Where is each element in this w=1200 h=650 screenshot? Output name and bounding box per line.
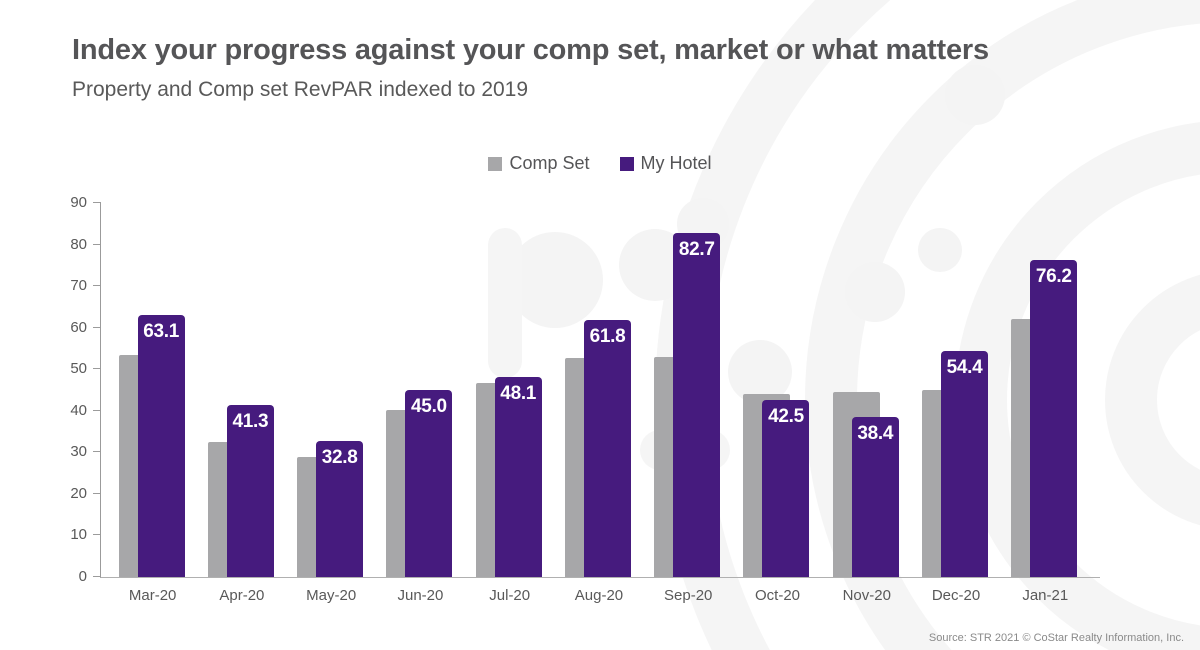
my-hotel-bar: 32.8 xyxy=(316,440,364,577)
y-axis-tick: 10 xyxy=(70,526,101,543)
y-axis-tick: 40 xyxy=(70,402,101,419)
y-axis-label: 50 xyxy=(70,360,87,378)
my-hotel-bar: 61.8 xyxy=(583,320,631,577)
x-axis-label: Nov-20 xyxy=(842,587,891,604)
bar-value-label: 45.0 xyxy=(411,396,447,417)
x-axis-label: Oct-20 xyxy=(754,587,800,604)
legend-label: Comp Set xyxy=(509,153,590,173)
my-hotel-bar: 76.2 xyxy=(1030,260,1078,577)
my-hotel-bar: 48.1 xyxy=(494,377,542,577)
bar-group: 38.4 xyxy=(822,203,911,577)
x-axis-label: Jan-21 xyxy=(1022,587,1069,604)
chart-legend: Comp Set My Hotel xyxy=(100,153,1100,174)
bar-value-label: 48.1 xyxy=(500,383,537,405)
bar-group: 76.2 xyxy=(1001,203,1090,577)
page-subtitle: Property and Comp set RevPAR indexed to … xyxy=(72,78,529,101)
x-axis-label: Jul-20 xyxy=(489,587,531,604)
legend-swatch-icon xyxy=(619,156,634,171)
x-axis-label: Jun-20 xyxy=(397,587,444,604)
source-note: Source: STR 2021 © CoStar Realty Informa… xyxy=(928,632,1184,644)
y-axis-tick: 30 xyxy=(70,443,101,460)
y-axis-label: 20 xyxy=(70,484,87,502)
x-axis-label: Dec-20 xyxy=(931,587,981,604)
my-hotel-bar: 38.4 xyxy=(851,417,899,577)
y-axis-tick: 60 xyxy=(70,319,101,336)
bar-group: 82.7 xyxy=(644,203,733,577)
bar-value-label: 63.1 xyxy=(143,320,180,342)
bar-value-label: 82.7 xyxy=(678,239,715,261)
y-axis-tick: 90 xyxy=(70,194,101,211)
bar-group: 54.4 xyxy=(911,203,1000,577)
my-hotel-bar: 63.1 xyxy=(137,314,185,577)
my-hotel-bar: 41.3 xyxy=(226,405,274,577)
x-axis-label: May-20 xyxy=(306,587,357,604)
my-hotel-bar: 82.7 xyxy=(673,233,721,577)
bar-value-label: 32.8 xyxy=(321,446,358,468)
x-axis-label: Aug-20 xyxy=(574,587,624,604)
bar-value-label: 54.4 xyxy=(946,356,983,378)
my-hotel-bar: 54.4 xyxy=(941,350,989,577)
bar-group: 48.1 xyxy=(465,203,554,577)
bar-value-label: 38.4 xyxy=(857,423,894,445)
bar-group: 41.3 xyxy=(197,203,286,577)
page-title: Index your progress against your comp se… xyxy=(72,34,989,66)
y-axis-tick: 20 xyxy=(70,485,101,502)
x-axis-label: Apr-20 xyxy=(219,587,265,604)
my-hotel-bar: 45.0 xyxy=(405,390,453,577)
y-axis-tick: 80 xyxy=(70,236,101,253)
legend-swatch-icon xyxy=(488,156,503,171)
y-axis-label: 30 xyxy=(70,443,87,461)
bar-group: 42.5 xyxy=(733,203,822,577)
x-axis-label: Mar-20 xyxy=(128,587,177,604)
bar-group: 63.1 xyxy=(108,203,197,577)
y-axis-label: 90 xyxy=(70,194,87,211)
bar-group: 45.0 xyxy=(376,203,465,577)
bar-value-label: 61.8 xyxy=(589,326,626,348)
y-axis-tick: 0 xyxy=(79,568,101,585)
legend-item: Comp Set xyxy=(488,153,590,174)
x-axis-label: Sep-20 xyxy=(664,587,713,604)
plot-area: 63.1 41.3 32.8 45.0 48.1 61.8 82.7 42.5 38.4 54.4… xyxy=(70,194,1100,604)
my-hotel-bar: 42.5 xyxy=(762,400,810,577)
bar-value-label: 42.5 xyxy=(768,406,804,428)
legend-item: My Hotel xyxy=(619,153,712,174)
bars-row: 63.1 41.3 32.8 45.0 48.1 61.8 82.7 42.5 38.4 54.4… xyxy=(108,203,1090,577)
y-axis-label: 10 xyxy=(70,526,87,544)
bar-value-label: 76.2 xyxy=(1035,266,1072,288)
x-axis-labels: Mar-20 Apr-20 May-20 Jun-20 Jul-20 Aug-20 Sep-… xyxy=(108,587,1090,604)
bar-value-label: 41.3 xyxy=(232,411,269,433)
y-axis-tick: 70 xyxy=(70,277,101,294)
y-axis-label: 80 xyxy=(70,235,87,253)
y-axis-tick: 50 xyxy=(70,360,101,377)
bar-group: 61.8 xyxy=(554,203,643,577)
legend-label: My Hotel xyxy=(640,153,712,173)
y-axis-label: 60 xyxy=(70,318,87,336)
y-axis-label: 70 xyxy=(70,277,87,295)
bar-group: 32.8 xyxy=(287,203,376,577)
y-axis-label: 0 xyxy=(78,568,87,585)
y-axis-label: 40 xyxy=(70,401,87,419)
